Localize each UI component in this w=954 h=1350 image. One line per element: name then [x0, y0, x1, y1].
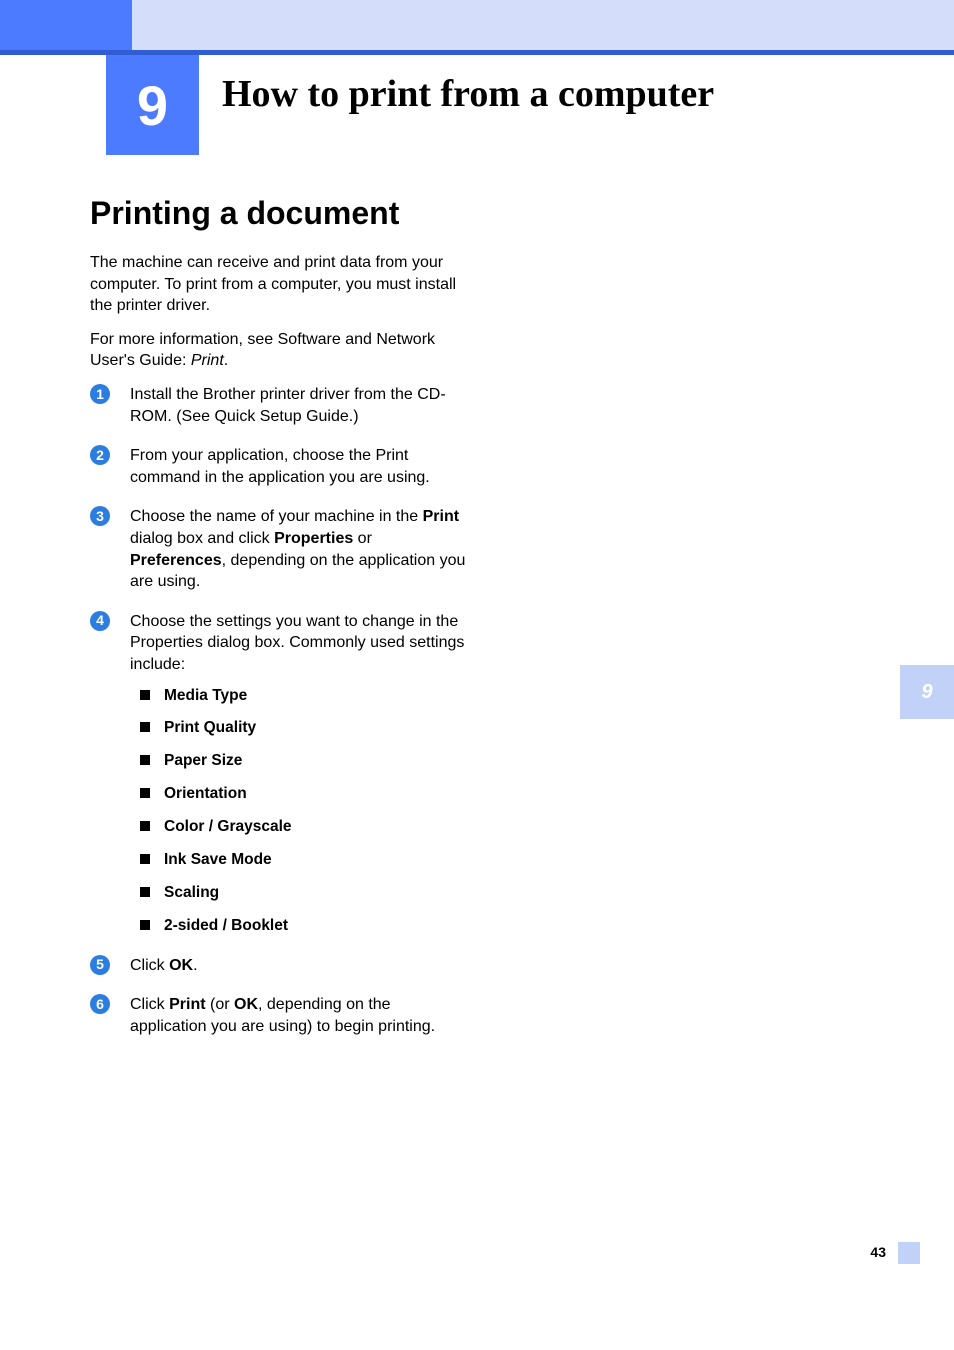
t: . — [193, 957, 197, 974]
step-number-icon: 3 — [90, 506, 110, 526]
intro-2-c: . — [224, 352, 228, 369]
bullet-scaling: Scaling — [140, 883, 470, 904]
settings-list: Media Type Print Quality Paper Size Orie… — [140, 686, 470, 937]
bullet-ink-save: Ink Save Mode — [140, 850, 470, 871]
bullet-color-grayscale: Color / Grayscale — [140, 817, 470, 838]
t: Print — [169, 996, 205, 1013]
chapter-number-badge: 9 — [106, 55, 199, 155]
bullet-paper-size: Paper Size — [140, 751, 470, 772]
step-4-text: Choose the settings you want to change i… — [130, 613, 464, 673]
step-4: 4 Choose the settings you want to change… — [90, 611, 470, 937]
t: (or — [206, 996, 234, 1013]
step-5-text: Click OK. — [130, 957, 198, 974]
bullet-orientation: Orientation — [140, 784, 470, 805]
step-3: 3 Choose the name of your machine in the… — [90, 506, 470, 592]
intro-2-a: For more information, see Software and N… — [90, 331, 435, 370]
step-number-icon: 2 — [90, 445, 110, 465]
t: Click — [130, 996, 169, 1013]
intro-paragraph-2: For more information, see Software and N… — [90, 329, 470, 372]
t: Click — [130, 957, 169, 974]
step-6: 6 Click Print (or OK, depending on the a… — [90, 994, 470, 1037]
t: Properties — [274, 530, 353, 547]
header-bar — [0, 0, 954, 50]
step-number-icon: 1 — [90, 384, 110, 404]
page-number: 43 — [870, 1244, 886, 1260]
header-light-block — [132, 0, 954, 50]
t: or — [353, 530, 372, 547]
header-accent-block — [0, 0, 132, 50]
footer-accent-block — [898, 1242, 920, 1264]
t: OK — [169, 957, 193, 974]
step-number-icon: 6 — [90, 994, 110, 1014]
step-6-text: Click Print (or OK, depending on the app… — [130, 996, 435, 1035]
step-2-text: From your application, choose the Print … — [130, 447, 430, 486]
step-2: 2 From your application, choose the Prin… — [90, 445, 470, 488]
intro-paragraph-1: The machine can receive and print data f… — [90, 252, 470, 317]
step-1-text: Install the Brother printer driver from … — [130, 386, 446, 425]
t: Preferences — [130, 552, 222, 569]
chapter-title: How to print from a computer — [222, 72, 714, 116]
step-3-text: Choose the name of your machine in the P… — [130, 508, 465, 590]
step-number-icon: 4 — [90, 611, 110, 631]
section-title: Printing a document — [90, 195, 399, 232]
step-1: 1 Install the Brother printer driver fro… — [90, 384, 470, 427]
bullet-print-quality: Print Quality — [140, 718, 470, 739]
t: Print — [423, 508, 459, 525]
intro-2-b: Print — [191, 352, 224, 369]
chapter-side-tab: 9 — [900, 665, 954, 719]
main-content: The machine can receive and print data f… — [90, 252, 470, 1056]
t: dialog box and click — [130, 530, 274, 547]
t: OK — [234, 996, 258, 1013]
bullet-2sided: 2-sided / Booklet — [140, 916, 470, 937]
step-5: 5 Click OK. — [90, 955, 470, 977]
bullet-media-type: Media Type — [140, 686, 470, 707]
t: Choose the name of your machine in the — [130, 508, 423, 525]
step-number-icon: 5 — [90, 955, 110, 975]
